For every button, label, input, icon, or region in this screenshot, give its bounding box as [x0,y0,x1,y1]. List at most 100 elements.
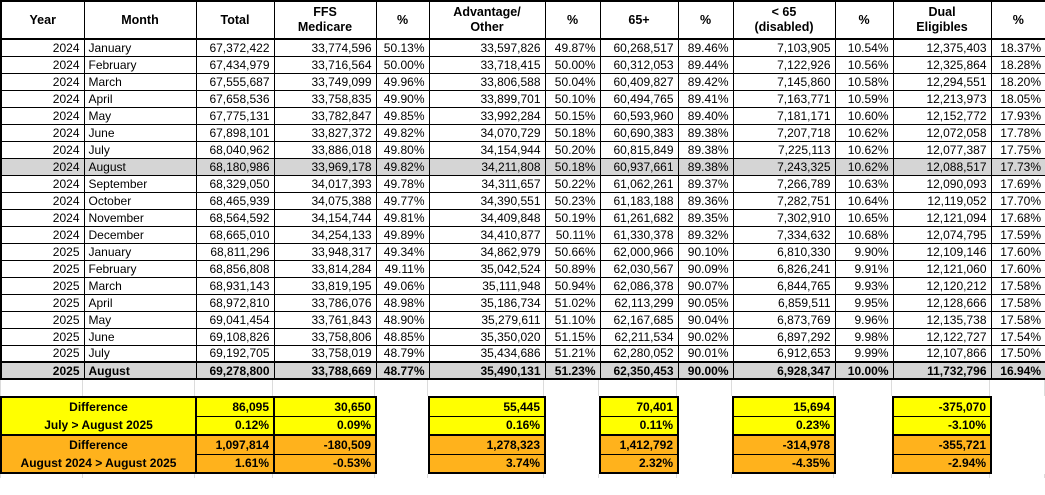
cell-ffs-medicare[interactable]: 33,782,847 [273,106,377,125]
cell-65-plus[interactable]: 60,593,960 [599,106,679,125]
summary-label-august-2024-august-2025[interactable]: Difference August 2024 > August 2025 [0,434,198,474]
cell-ffs-pct[interactable]: 49.81% [375,208,430,227]
cell-under-65-pct[interactable]: 9.96% [834,310,894,329]
cell-ffs-medicare[interactable]: 33,758,019 [273,344,377,363]
cell-advantage-other[interactable]: 34,862,979 [428,242,546,261]
cell-advantage-other[interactable]: 35,111,948 [428,276,546,295]
cell-dual-eligibles[interactable]: 12,120,212 [892,276,992,295]
cell-advantage-other[interactable]: 35,350,020 [428,327,546,346]
cell-advantage-other[interactable]: 34,154,944 [428,140,546,159]
cell-65-plus-pct[interactable]: 89.36% [677,191,734,210]
cell-ffs-pct[interactable]: 49.80% [375,140,430,159]
cell-advantage-other[interactable]: 35,279,611 [428,310,546,329]
cell-65-plus-pct[interactable]: 89.42% [677,72,734,91]
cell-month[interactable]: March [83,276,197,295]
cell-dual-pct[interactable]: 17.58% [990,293,1045,312]
cell-month[interactable]: July [83,140,197,159]
cell-65-plus[interactable]: 62,211,534 [599,327,679,346]
cell-dual-pct[interactable]: 17.50% [990,344,1045,363]
cell-65-plus-pct[interactable]: 89.38% [677,157,734,176]
cell-65-plus-pct[interactable]: 89.37% [677,174,734,193]
summary-count-under-65-disabled[interactable]: 15,694 [732,396,837,417]
cell-total[interactable]: 68,931,143 [195,276,275,295]
cell-year[interactable]: 2025 [0,259,85,278]
cell-year[interactable]: 2024 [0,89,85,108]
cell-advantage-other[interactable]: 35,186,734 [428,293,546,312]
cell-65-plus[interactable]: 62,350,453 [599,361,679,380]
cell-under-65-disabled[interactable]: 7,302,910 [732,208,836,227]
cell-65-plus-pct[interactable]: 89.32% [677,225,734,244]
cell-under-65-pct[interactable]: 10.63% [834,174,894,193]
cell-advantage-pct[interactable]: 51.15% [544,327,601,346]
cell-dual-eligibles[interactable]: 12,074,795 [892,225,992,244]
cell-month[interactable]: January [83,38,197,57]
cell-advantage-pct[interactable]: 50.23% [544,191,601,210]
cell-65-plus-pct[interactable]: 89.46% [677,38,734,57]
cell-month[interactable]: May [83,106,197,125]
summary-percent-ffs-medicare[interactable]: 0.09% [273,416,378,436]
cell-advantage-pct[interactable]: 51.02% [544,293,601,312]
header-dual-eligibles[interactable]: Dual Eligibles [892,0,992,40]
cell-advantage-pct[interactable]: 50.18% [544,157,601,176]
cell-year[interactable]: 2025 [0,344,85,363]
cell-year[interactable]: 2025 [0,293,85,312]
cell-year[interactable]: 2025 [0,361,85,380]
cell-year[interactable]: 2025 [0,276,85,295]
cell-advantage-other[interactable]: 33,806,588 [428,72,546,91]
header-under-65-pct[interactable]: % [834,0,894,40]
cell-year[interactable]: 2024 [0,123,85,142]
cell-advantage-other[interactable]: 34,409,848 [428,208,546,227]
cell-advantage-other[interactable]: 33,992,284 [428,106,546,125]
summary-percent-65-plus[interactable]: 2.32% [599,454,680,474]
summary-percent-ffs-medicare[interactable]: -0.53% [273,454,378,474]
cell-under-65-pct[interactable]: 9.93% [834,276,894,295]
header-month[interactable]: Month [83,0,197,40]
cell-65-plus-pct[interactable]: 90.02% [677,327,734,346]
summary-count-total[interactable]: 86,095 [195,396,276,417]
cell-dual-eligibles[interactable]: 12,119,052 [892,191,992,210]
cell-total[interactable]: 69,108,826 [195,327,275,346]
cell-dual-eligibles[interactable]: 12,072,058 [892,123,992,142]
cell-dual-eligibles[interactable]: 12,294,551 [892,72,992,91]
cell-total[interactable]: 68,665,010 [195,225,275,244]
summary-percent-65-plus[interactable]: 0.11% [599,416,680,436]
header-year[interactable]: Year [0,0,85,40]
cell-dual-pct[interactable]: 18.20% [990,72,1045,91]
cell-ffs-medicare[interactable]: 33,819,195 [273,276,377,295]
cell-dual-eligibles[interactable]: 12,213,973 [892,89,992,108]
cell-ffs-pct[interactable]: 49.82% [375,157,430,176]
summary-percent-dual-eligibles[interactable]: -3.10% [892,416,993,436]
cell-year[interactable]: 2025 [0,242,85,261]
cell-65-plus-pct[interactable]: 90.09% [677,259,734,278]
cell-dual-pct[interactable]: 17.58% [990,310,1045,329]
cell-advantage-pct[interactable]: 50.11% [544,225,601,244]
cell-year[interactable]: 2024 [0,140,85,159]
cell-under-65-disabled[interactable]: 7,282,751 [732,191,836,210]
cell-month[interactable]: October [83,191,197,210]
cell-65-plus[interactable]: 62,086,378 [599,276,679,295]
cell-total[interactable]: 68,465,939 [195,191,275,210]
cell-year[interactable]: 2024 [0,38,85,57]
cell-65-plus-pct[interactable]: 89.40% [677,106,734,125]
cell-ffs-medicare[interactable]: 33,774,596 [273,38,377,57]
summary-percent-total[interactable]: 0.12% [195,416,276,436]
cell-advantage-pct[interactable]: 50.66% [544,242,601,261]
cell-year[interactable]: 2024 [0,208,85,227]
cell-total[interactable]: 67,434,979 [195,55,275,74]
cell-year[interactable]: 2024 [0,174,85,193]
cell-month[interactable]: February [83,55,197,74]
cell-dual-eligibles[interactable]: 12,090,093 [892,174,992,193]
cell-total[interactable]: 67,775,131 [195,106,275,125]
cell-advantage-pct[interactable]: 50.15% [544,106,601,125]
cell-ffs-medicare[interactable]: 33,814,284 [273,259,377,278]
cell-65-plus-pct[interactable]: 89.38% [677,123,734,142]
cell-under-65-pct[interactable]: 10.60% [834,106,894,125]
cell-year[interactable]: 2024 [0,191,85,210]
cell-dual-pct[interactable]: 18.37% [990,38,1045,57]
cell-advantage-other[interactable]: 34,070,729 [428,123,546,142]
cell-under-65-disabled[interactable]: 6,810,330 [732,242,836,261]
cell-advantage-other[interactable]: 34,390,551 [428,191,546,210]
cell-dual-pct[interactable]: 16.94% [990,361,1045,380]
summary-count-dual-eligibles[interactable]: -355,721 [892,434,993,455]
summary-percent-advantage-other[interactable]: 3.74% [428,454,547,474]
